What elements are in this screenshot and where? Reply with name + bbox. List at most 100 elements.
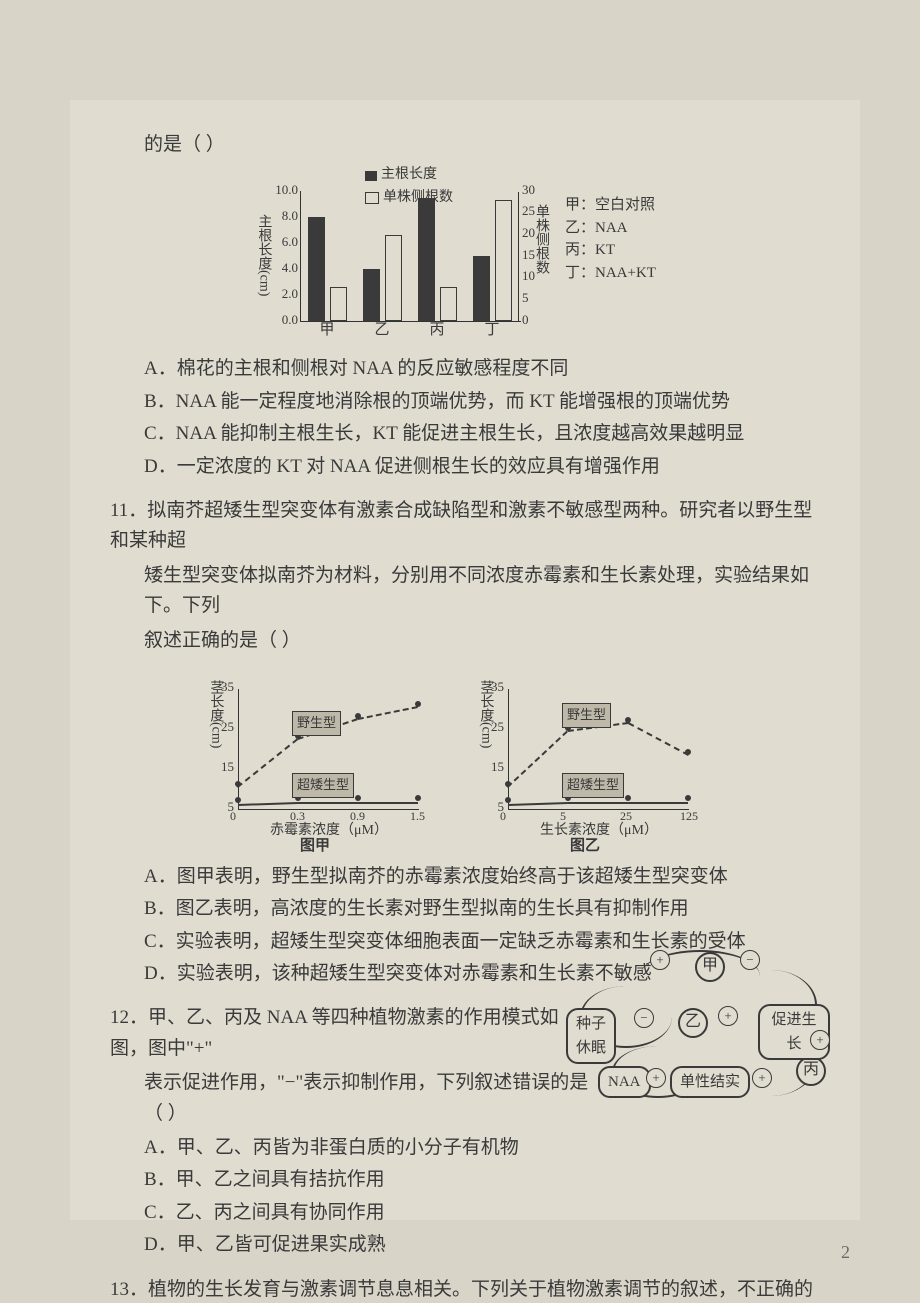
y1-tick: 10.0 bbox=[272, 180, 298, 201]
question-13: 13．植物的生长发育与激素调节息息相关。下列关于植物激素调节的叙述，不正确的是（… bbox=[110, 1275, 830, 1303]
panel-b: 茎长度(cm) 生长素浓度（μM） 图乙 51525350525125野生型超矮… bbox=[480, 662, 710, 852]
y-tick: 15 bbox=[216, 757, 234, 778]
data-point bbox=[625, 795, 631, 801]
q12-diagram: 甲 乙 丙 种子 休眠 促进生长 NAA 单性结实 + − − + + + + bbox=[570, 956, 830, 1106]
y-tick: 25 bbox=[216, 717, 234, 738]
x-tick: 0 bbox=[500, 807, 506, 826]
treatment-c: 丙：KT bbox=[565, 239, 656, 262]
q13-stem: 13．植物的生长发育与激素调节息息相关。下列关于植物激素调节的叙述，不正确的是（… bbox=[110, 1275, 830, 1303]
node-fruit: 单性结实 bbox=[670, 1066, 750, 1098]
sign-plus-4: + bbox=[646, 1068, 666, 1088]
q10-option-a: A．棉花的主根和侧根对 NAA 的反应敏感程度不同 bbox=[110, 354, 830, 384]
line-segment bbox=[568, 802, 628, 804]
y1-tick: 4.0 bbox=[272, 258, 298, 279]
legend-solid-label: 主根长度 bbox=[381, 164, 437, 186]
node-yi: 乙 bbox=[678, 1008, 708, 1038]
x-tick: 1.5 bbox=[410, 807, 425, 826]
data-point bbox=[415, 795, 421, 801]
sign-plus-2: + bbox=[718, 1006, 738, 1026]
y2-tick: 10 bbox=[522, 266, 535, 287]
x-label: 乙 bbox=[375, 318, 390, 342]
bar-lateral-root bbox=[330, 287, 347, 322]
q11-stem-2: 矮生型突变体拟南芥为材料，分别用不同浓度赤霉素和生长素处理，实验结果如下。下列 bbox=[110, 561, 830, 622]
y-tick: 15 bbox=[486, 757, 504, 778]
y1-tick: 6.0 bbox=[272, 232, 298, 253]
y-tick: 35 bbox=[216, 677, 234, 698]
sign-plus-1: + bbox=[650, 950, 670, 970]
data-point bbox=[685, 749, 691, 755]
q12-option-a: A．甲、乙、丙皆为非蛋白质的小分子有机物 bbox=[110, 1133, 590, 1163]
data-point bbox=[505, 797, 511, 803]
q11-line-charts: 茎长度(cm) 赤霉素浓度（μM） 图甲 515253500.30.91.5野生… bbox=[210, 662, 730, 852]
q10-option-c: C．NAA 能抑制主根生长，KT 能促进主根生长，且浓度越高效果越明显 bbox=[110, 419, 830, 449]
q11-option-a: A．图甲表明，野生型拟南芥的赤霉素浓度始终高于该超矮生型突变体 bbox=[110, 862, 830, 892]
question-12: 12．甲、乙、丙及 NAA 等四种植物激素的作用模式如图，图中"+" 表示促进作… bbox=[110, 1003, 590, 1260]
series-label: 超矮生型 bbox=[562, 773, 624, 798]
y-tick: 25 bbox=[486, 717, 504, 738]
data-point bbox=[415, 701, 421, 707]
y1-tick: 8.0 bbox=[272, 206, 298, 227]
bar-main-root bbox=[473, 256, 490, 321]
node-naa: NAA bbox=[598, 1066, 651, 1098]
bar-main-root bbox=[308, 217, 325, 321]
series-label: 超矮生型 bbox=[292, 773, 354, 798]
y2-tick: 25 bbox=[522, 201, 535, 222]
q12-option-d: D．甲、乙皆可促进果实成熟 bbox=[110, 1230, 590, 1260]
q12-option-c: C．乙、丙之间具有协同作用 bbox=[110, 1198, 590, 1228]
q10-bar-chart: 主根长度 单株侧根数 主根长度(cm) 单株侧根数 甲：空白对照 乙：NAA 丙… bbox=[270, 164, 670, 344]
x-tick: 125 bbox=[680, 807, 698, 826]
data-point bbox=[355, 795, 361, 801]
sign-minus-1: − bbox=[740, 950, 760, 970]
series-label: 野生型 bbox=[562, 703, 611, 728]
treatment-a: 甲：空白对照 bbox=[565, 194, 656, 217]
bar-main-root bbox=[418, 198, 435, 322]
y2-tick: 20 bbox=[522, 223, 535, 244]
bar-lateral-root bbox=[385, 235, 402, 322]
q12-stem-2: 表示促进作用，"−"表示抑制作用，下列叙述错误的是（ ） bbox=[110, 1068, 590, 1129]
panel-a-caption: 图甲 bbox=[300, 834, 330, 858]
treatment-d: 丁：NAA+KT bbox=[565, 262, 656, 285]
y-tick: 35 bbox=[486, 677, 504, 698]
q12-option-b: B．甲、乙之间具有拮抗作用 bbox=[110, 1165, 590, 1195]
y2-tick: 0 bbox=[522, 310, 529, 331]
x-label: 丙 bbox=[430, 318, 445, 342]
q10-stem-tail: 的是（ ） bbox=[110, 130, 830, 160]
line-segment bbox=[298, 802, 358, 804]
x-label: 丁 bbox=[485, 318, 500, 342]
q11-stem-3: 叙述正确的是（ ） bbox=[110, 626, 830, 656]
bar-lateral-root bbox=[495, 200, 512, 321]
y1-tick: 0.0 bbox=[272, 310, 298, 331]
bar-main-root bbox=[363, 269, 380, 321]
x-tick: 0.9 bbox=[350, 807, 365, 826]
panel-b-caption: 图乙 bbox=[570, 834, 600, 858]
node-seed: 种子 休眠 bbox=[566, 1008, 616, 1064]
treatment-legend: 甲：空白对照 乙：NAA 丙：KT 丁：NAA+KT bbox=[565, 194, 656, 284]
x-tick: 5 bbox=[560, 807, 566, 826]
bar-lateral-root bbox=[440, 287, 457, 322]
q10-option-b: B．NAA 能一定程度地消除根的顶端优势，而 KT 能增强根的顶端优势 bbox=[110, 387, 830, 417]
q11-stem-1: 11．拟南芥超矮生型突变体有激素合成缺陷型和激素不敏感型两种。研究者以野生型和某… bbox=[110, 496, 830, 557]
treatment-b: 乙：NAA bbox=[565, 217, 656, 240]
panel-a: 茎长度(cm) 赤霉素浓度（μM） 图甲 515253500.30.91.5野生… bbox=[210, 662, 440, 852]
node-jia: 甲 bbox=[695, 952, 725, 982]
sign-plus-3: + bbox=[810, 1030, 830, 1050]
node-bing: 丙 bbox=[796, 1056, 826, 1086]
y2-tick: 30 bbox=[522, 180, 535, 201]
data-point bbox=[685, 795, 691, 801]
x-tick: 0 bbox=[230, 807, 236, 826]
x-label: 甲 bbox=[320, 318, 335, 342]
sign-plus-5: + bbox=[752, 1068, 772, 1088]
question-11: 11．拟南芥超矮生型突变体有激素合成缺陷型和激素不敏感型两种。研究者以野生型和某… bbox=[110, 496, 830, 990]
page-number: 2 bbox=[841, 1242, 850, 1263]
line-segment bbox=[628, 802, 688, 804]
y1-tick: 2.0 bbox=[272, 284, 298, 305]
right-axis bbox=[518, 192, 519, 322]
q12-stem-1: 12．甲、乙、丙及 NAA 等四种植物激素的作用模式如图，图中"+" bbox=[110, 1003, 590, 1064]
x-tick: 0.3 bbox=[290, 807, 305, 826]
x-tick: 25 bbox=[620, 807, 632, 826]
series-label: 野生型 bbox=[292, 711, 341, 736]
sign-minus-2: − bbox=[634, 1008, 654, 1028]
y2-tick: 15 bbox=[522, 245, 535, 266]
data-point bbox=[235, 797, 241, 803]
question-10: 的是（ ） 主根长度 单株侧根数 主根长度(cm) 单株侧根数 甲：空白对照 乙… bbox=[110, 130, 830, 482]
